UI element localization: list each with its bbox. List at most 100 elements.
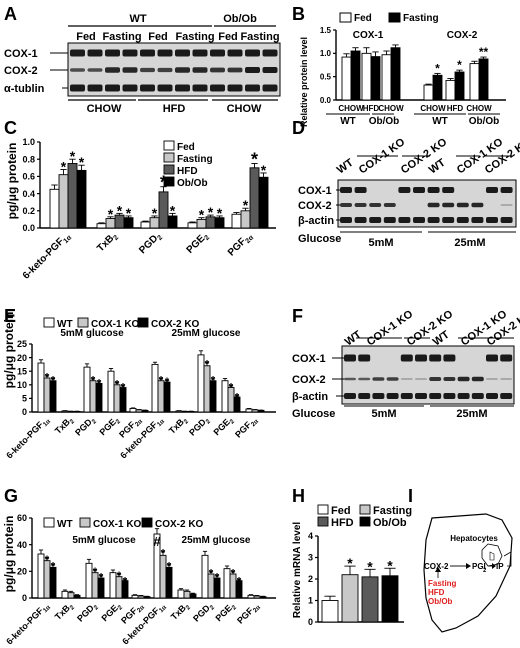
y-tick-label: 0.2 bbox=[22, 206, 35, 216]
protein-band bbox=[87, 84, 103, 92]
protein-band bbox=[354, 217, 367, 223]
condition-label: Fed bbox=[148, 31, 168, 43]
red-condition-label: Fasting bbox=[428, 579, 457, 588]
protein-band bbox=[175, 67, 190, 73]
panel-g: G pg/μg protein WT COX-1 KO COX-2 KO 5mM g… bbox=[2, 486, 276, 647]
protein-band bbox=[443, 393, 456, 399]
protein-band bbox=[442, 202, 455, 208]
protein-band bbox=[372, 377, 385, 381]
blot-bands-d bbox=[340, 187, 513, 223]
bar-wt bbox=[85, 562, 93, 599]
significance-marker: * bbox=[152, 205, 158, 221]
bar-cox-1-ko bbox=[251, 409, 259, 413]
diet-label: CHOW bbox=[227, 103, 262, 115]
protein-band bbox=[157, 67, 173, 73]
protein-band bbox=[227, 67, 243, 73]
bar-fasting bbox=[370, 56, 381, 101]
legend-label: Ob/Ob bbox=[373, 517, 407, 529]
x-tick-label: TxB2 bbox=[167, 414, 191, 438]
liver-outline-icon bbox=[423, 513, 513, 633]
panel-b: B Relative protein level Fed Fasting COX… bbox=[292, 4, 506, 127]
bar-cox-1-ko bbox=[203, 365, 211, 413]
legend-label: Fasting bbox=[177, 154, 213, 165]
protein-band bbox=[344, 354, 356, 362]
western-blot-f bbox=[341, 345, 515, 405]
bar-cox-2-ko bbox=[143, 596, 151, 599]
condition-label: 5mM glucose bbox=[60, 328, 124, 339]
protein-band bbox=[471, 393, 484, 399]
legend-label: Fed bbox=[331, 505, 351, 517]
panel-i: I Hepatocytes COX-2 PGI 2 IP Fasting HFD… bbox=[408, 486, 513, 633]
legend-swatch bbox=[141, 517, 153, 528]
protein-band bbox=[456, 202, 469, 208]
protein-band bbox=[429, 393, 442, 399]
legend-swatch bbox=[43, 317, 55, 328]
panel-letter-a: A bbox=[4, 4, 17, 24]
blot-row-label: COX-2 bbox=[292, 374, 326, 386]
protein-band bbox=[429, 377, 442, 381]
y-tick-label: 10 bbox=[17, 380, 27, 390]
chart-subtitle: COX-1 bbox=[353, 30, 384, 41]
protein-band bbox=[500, 187, 513, 193]
pathway-label: IP bbox=[496, 562, 504, 571]
condition-label: 5mM glucose bbox=[72, 535, 136, 546]
significance-marker: * bbox=[205, 358, 210, 370]
significance-marker: * bbox=[199, 207, 205, 223]
protein-band bbox=[122, 84, 138, 92]
protein-band bbox=[427, 187, 440, 193]
significance-marker: * bbox=[165, 376, 170, 388]
protein-band bbox=[443, 354, 456, 362]
protein-band bbox=[340, 203, 352, 207]
protein-band bbox=[457, 393, 470, 399]
significance-marker: * bbox=[126, 205, 132, 221]
glucose-concentration: 5mM bbox=[371, 408, 396, 420]
lane-label: WT bbox=[427, 157, 448, 177]
significance-marker: * bbox=[161, 547, 166, 559]
protein-band bbox=[400, 354, 413, 362]
bar-fed bbox=[140, 221, 151, 229]
y-tick-label: 0.4 bbox=[22, 189, 35, 199]
glucose-concentration: 5mM bbox=[368, 237, 393, 249]
bar-fasting bbox=[454, 71, 465, 101]
panel-letter-h: H bbox=[292, 486, 305, 506]
protein-band bbox=[456, 217, 469, 223]
significance-marker: * bbox=[99, 571, 104, 583]
red-condition-label: Ob/Ob bbox=[428, 597, 453, 606]
bar-fed bbox=[469, 63, 480, 101]
legend-label: COX-1 KO bbox=[93, 519, 142, 530]
protein-band bbox=[140, 49, 155, 57]
panel-e: E pg/μg protein WT COX-1 KO COX-2 KO 5mM g… bbox=[2, 306, 276, 461]
blot-row-label: α-tublin bbox=[4, 83, 45, 95]
bar-hfd bbox=[361, 576, 379, 623]
protein-band bbox=[486, 393, 498, 399]
diet-label: HFD bbox=[163, 103, 186, 115]
protein-band bbox=[344, 393, 356, 399]
condition-label: Fed bbox=[218, 31, 238, 43]
bar-fed bbox=[49, 188, 60, 229]
blot-bands-a bbox=[70, 49, 278, 92]
protein-band bbox=[415, 354, 427, 362]
legend-h: Fed Fasting HFD Ob/Ob bbox=[317, 504, 412, 529]
bar-cox-2-ko bbox=[259, 596, 267, 599]
significance-marker: * bbox=[435, 61, 440, 75]
significance-marker: * bbox=[211, 374, 216, 386]
bar-cox-1-ko bbox=[135, 409, 143, 413]
x-tick-label: PGF2α bbox=[235, 600, 262, 627]
protein-band bbox=[500, 217, 513, 223]
protein-band bbox=[358, 393, 371, 399]
protein-band bbox=[175, 84, 190, 92]
glucose-label: Glucose bbox=[292, 408, 335, 420]
significance-marker: * bbox=[117, 570, 122, 582]
x-tick-label: CHOW bbox=[466, 104, 492, 113]
legend-swatch bbox=[163, 176, 175, 187]
chart-c: 0.00.20.40.60.81.0** *6-keto-PGF1α* * *TxB2… bbox=[21, 137, 276, 282]
bar-cox-1-ko bbox=[43, 560, 51, 599]
protein-band bbox=[413, 187, 425, 193]
legend-label: COX-1 KO bbox=[91, 319, 140, 330]
bar-wt bbox=[223, 568, 231, 599]
protein-band bbox=[415, 393, 427, 399]
x-tick-label: PGF2α bbox=[233, 414, 260, 441]
